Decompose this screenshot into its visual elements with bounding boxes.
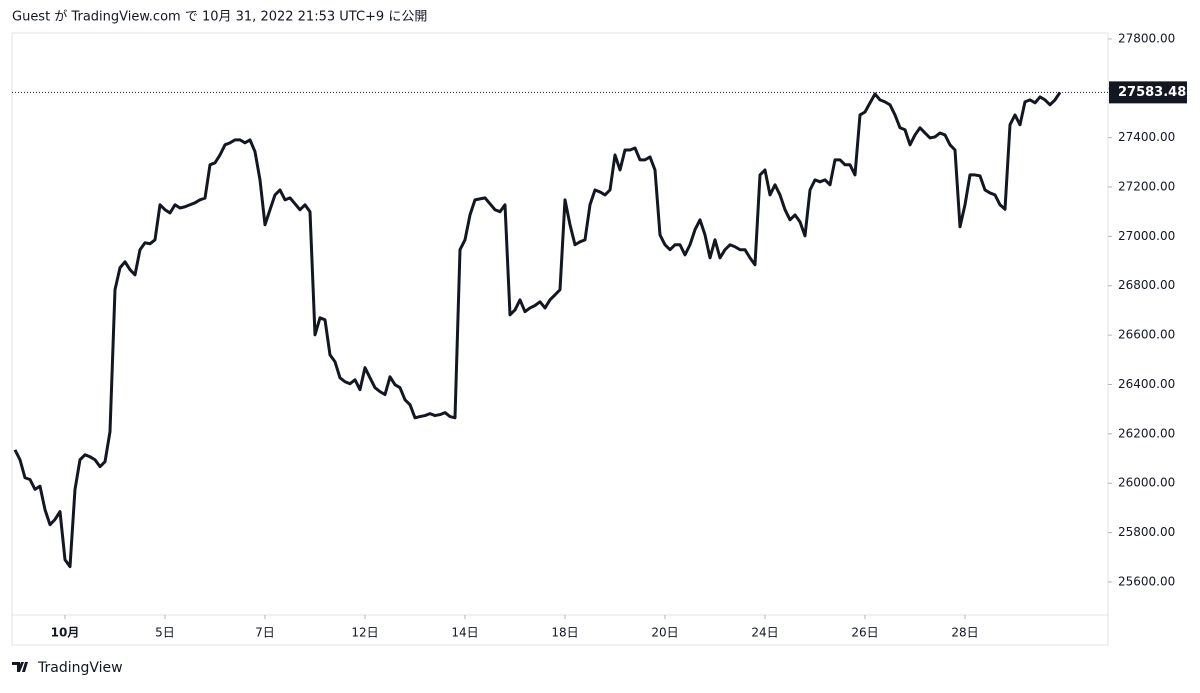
y-tick-label: 26400.00: [1118, 377, 1175, 391]
last-price-box: [1109, 81, 1187, 104]
x-tick-label: 12日: [351, 626, 378, 640]
y-tick-label: 27800.00: [1118, 31, 1175, 45]
y-tick-label: 27200.00: [1118, 180, 1175, 194]
x-tick-label: 28日: [951, 626, 978, 640]
x-tick-label: 5日: [155, 626, 175, 640]
footer-brand: TradingView: [37, 660, 123, 676]
y-tick-label: 26200.00: [1118, 426, 1175, 440]
y-tick-label: 27000.00: [1118, 229, 1175, 243]
x-tick-label: 7日: [255, 626, 275, 640]
x-tick-label: 18日: [551, 626, 578, 640]
y-tick-label: 26600.00: [1118, 328, 1175, 342]
plot-frame: [11, 32, 1109, 646]
y-tick-label: 25800.00: [1118, 525, 1175, 539]
x-tick-label: 26日: [851, 626, 878, 640]
y-tick-label: 26800.00: [1118, 278, 1175, 292]
x-tick-label: 10月: [51, 626, 80, 640]
logo: [12, 662, 28, 672]
price-line: [13, 91, 1062, 569]
x-tick-label: 20日: [651, 626, 678, 640]
x-tick-label: 24日: [751, 626, 778, 640]
last-price-label: 27583.48: [1118, 85, 1186, 100]
y-tick-label: 27400.00: [1118, 130, 1175, 144]
y-tick-label: 26000.00: [1118, 476, 1175, 490]
y-tick-label: 25600.00: [1118, 574, 1175, 588]
x-tick-label: 14日: [451, 626, 478, 640]
chart-title: Guest が TradingView.com で 10月 31, 2022 2…: [12, 10, 427, 25]
